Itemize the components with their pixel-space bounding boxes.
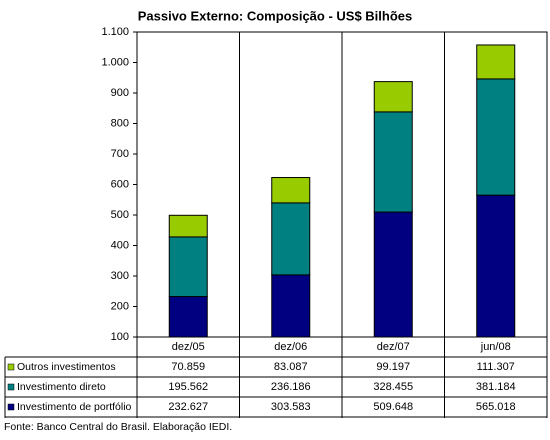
bar-segment: [168, 214, 208, 238]
table-value: 381.184: [476, 381, 516, 393]
y-tick-label: 1.000: [101, 56, 129, 68]
y-tick-label: 400: [111, 239, 129, 251]
bar-segment: [168, 236, 208, 298]
bar-segment: [476, 44, 516, 80]
x-tick-label: dez/07: [377, 341, 410, 353]
table-value: 70.859: [171, 361, 205, 373]
y-tick-label: 600: [111, 178, 129, 190]
table-value: 195.562: [168, 381, 208, 393]
y-tick-label: 300: [111, 270, 129, 282]
bar-segment: [271, 177, 311, 204]
x-tick-label: dez/06: [274, 341, 307, 353]
table-value: 83.087: [274, 361, 308, 373]
table-value: 509.648: [373, 401, 413, 413]
x-tick-label: dez/05: [172, 341, 205, 353]
legend-label: Outros investimentos: [17, 361, 116, 373]
y-tick-label: 1.100: [101, 26, 129, 38]
table-value: 232.627: [168, 401, 208, 413]
chart-title: Passivo Externo: Composição - US$ Bilhõe…: [138, 8, 413, 23]
source-note: Fonte: Banco Central do Brasil. Elaboraç…: [4, 421, 232, 433]
legend-label: Investimento direto: [17, 381, 106, 393]
table-value: 328.455: [373, 381, 413, 393]
y-tick-label: 100: [111, 331, 129, 343]
y-tick-label: 200: [111, 300, 129, 312]
bar-segment: [168, 296, 208, 338]
table-value: 99.197: [376, 361, 410, 373]
bar-segment: [373, 111, 413, 213]
bar-segment: [476, 194, 516, 338]
legend-swatch: [7, 383, 15, 391]
table-value: 565.018: [476, 401, 516, 413]
y-tick-label: 700: [111, 148, 129, 160]
x-tick-label: jun/08: [480, 341, 511, 353]
table-value: 236.186: [271, 381, 311, 393]
y-tick-label: 800: [111, 117, 129, 129]
legend-swatch: [7, 403, 15, 411]
bar-segment: [271, 202, 311, 276]
legend-swatch: [7, 363, 15, 371]
table-value: 303.583: [271, 401, 311, 413]
y-tick-label: 900: [111, 87, 129, 99]
table-value: 111.307: [477, 361, 515, 373]
bar-segment: [373, 81, 413, 113]
bar-segment: [271, 274, 311, 338]
bar-segment: [476, 78, 516, 196]
legend-label: Investimento de portfólio: [17, 401, 132, 413]
y-tick-label: 500: [111, 209, 129, 221]
bar-segment: [373, 211, 413, 338]
